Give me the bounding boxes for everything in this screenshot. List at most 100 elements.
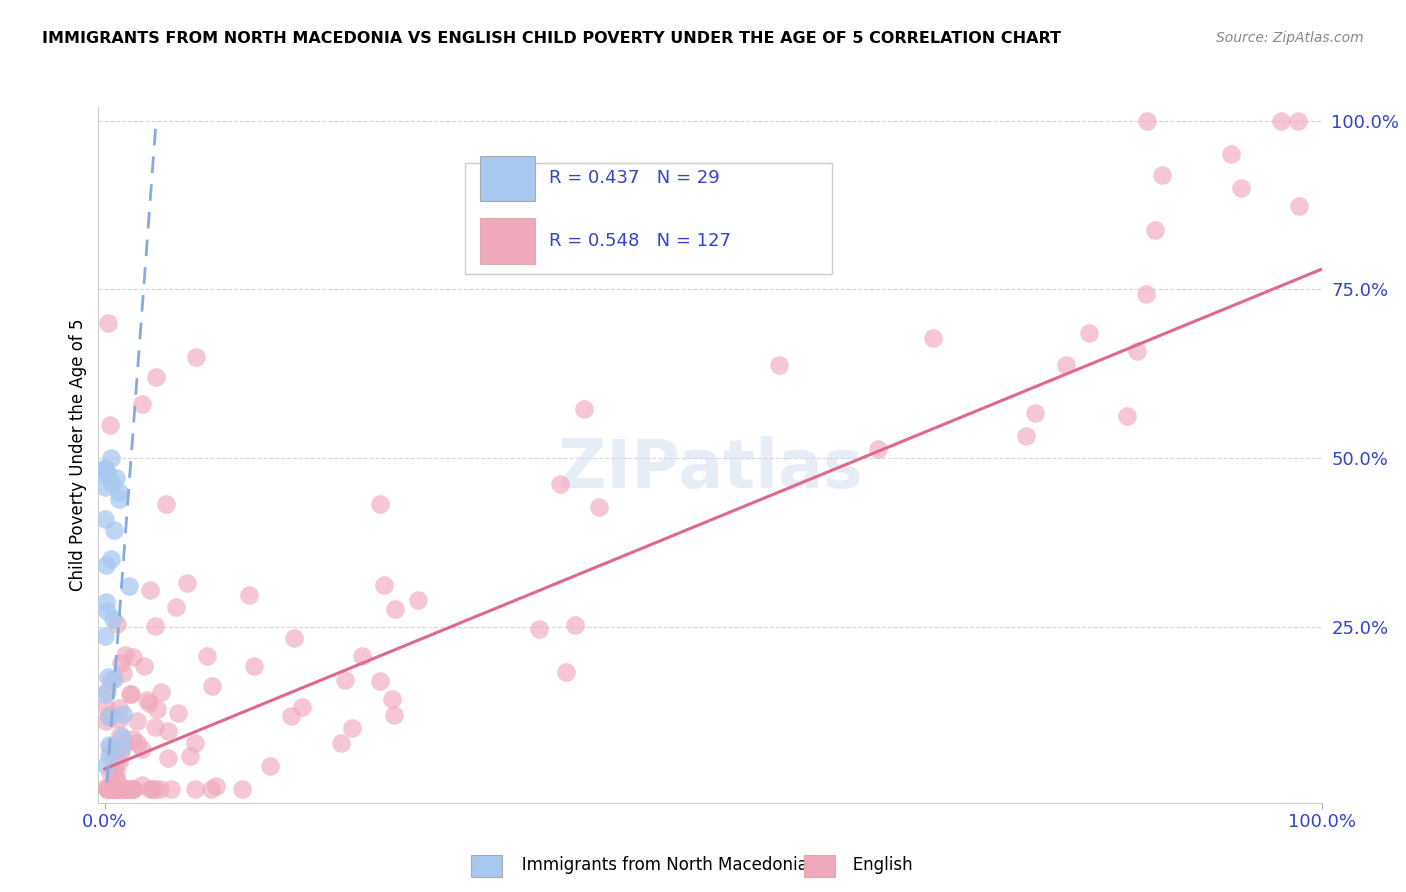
Point [143, 720, 166, 734]
Point [201, 679, 224, 693]
Point [100, 451, 122, 466]
Point [205, 779, 228, 793]
Point [105, 766, 128, 780]
Point [1152, 168, 1174, 182]
Point [110, 740, 132, 755]
Bar [479, 156, 536, 201]
Point [94, 687, 117, 701]
Point [97, 782, 120, 797]
Point [231, 782, 253, 797]
Point [105, 772, 128, 787]
Point [368, 497, 391, 511]
Point [131, 778, 153, 792]
Point [107, 755, 129, 769]
Point [373, 578, 395, 592]
Point [1015, 429, 1038, 443]
Point [120, 687, 142, 701]
Point [115, 782, 138, 797]
Point [1136, 114, 1159, 128]
Point [1125, 344, 1147, 359]
Point [111, 782, 134, 797]
Point [1230, 180, 1253, 194]
Point [104, 782, 127, 797]
Point [98, 738, 121, 752]
Point [283, 631, 305, 645]
Point [110, 656, 132, 670]
Point [922, 331, 945, 345]
Point [179, 749, 201, 764]
Point [122, 650, 145, 665]
Point [94, 629, 117, 643]
Point [108, 712, 131, 726]
Point [115, 782, 138, 797]
Point [125, 736, 148, 750]
Point [384, 601, 406, 615]
Y-axis label: Child Poverty Under the Age of 5: Child Poverty Under the Age of 5 [69, 318, 87, 591]
Point [108, 782, 131, 797]
Point [122, 731, 145, 746]
Point [105, 774, 128, 789]
Point [110, 744, 132, 758]
Point [104, 782, 127, 797]
Point [186, 350, 208, 364]
Point [108, 700, 131, 714]
Point [125, 714, 148, 729]
Point [100, 782, 122, 797]
Point [381, 692, 404, 706]
Point [98, 782, 121, 797]
Point [96, 782, 118, 797]
Point [96, 558, 118, 573]
Point [94, 461, 117, 475]
Point [103, 759, 125, 773]
Point [131, 397, 153, 411]
Point [100, 673, 122, 687]
Point [145, 370, 167, 384]
Point [96, 684, 118, 698]
Point [94, 462, 117, 476]
Point [107, 782, 129, 797]
Point [141, 781, 163, 796]
Point [200, 782, 222, 797]
Point [406, 593, 429, 607]
Point [94, 512, 117, 526]
Point [138, 583, 160, 598]
Point [340, 721, 363, 735]
Point [146, 702, 169, 716]
Point [548, 477, 571, 491]
Point [1024, 406, 1046, 420]
Point [115, 782, 138, 797]
Point [114, 648, 136, 662]
Point [105, 470, 128, 484]
Text: R = 0.437   N = 29: R = 0.437 N = 29 [548, 169, 720, 187]
Point [155, 497, 177, 511]
Point [291, 700, 314, 714]
Point [96, 595, 118, 609]
Point [114, 782, 136, 797]
Point [96, 780, 118, 794]
Point [96, 714, 118, 728]
Point [165, 599, 187, 614]
Point [143, 618, 166, 632]
Point [768, 359, 790, 373]
Point [103, 611, 125, 625]
Point [335, 673, 357, 687]
Point [352, 648, 374, 663]
Point [103, 782, 125, 797]
Point [329, 736, 352, 750]
Text: English: English [837, 856, 912, 874]
Point [100, 476, 122, 491]
Point [1286, 113, 1309, 128]
Point [1270, 113, 1292, 128]
Point [100, 745, 122, 759]
Point [97, 670, 120, 684]
Point [103, 672, 125, 686]
Point [97, 708, 120, 723]
Point [120, 687, 142, 701]
Point [1054, 358, 1077, 372]
Point [96, 604, 118, 618]
Point [588, 500, 610, 515]
Point [104, 782, 127, 797]
Point [156, 751, 179, 765]
Point [1077, 326, 1099, 340]
Point [103, 523, 125, 537]
